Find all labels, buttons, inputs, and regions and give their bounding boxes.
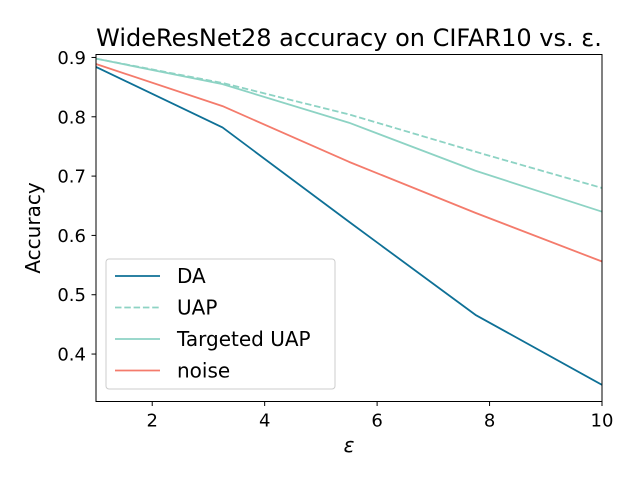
x-tick-label: 6 <box>371 411 382 432</box>
x-tick-label: 4 <box>259 411 270 432</box>
y-tick-label: 0.4 <box>57 345 86 366</box>
series-line-targeted-uap <box>95 57 603 213</box>
y-tick-label: 0.7 <box>57 167 86 188</box>
x-tick-label: 8 <box>484 411 495 432</box>
legend-label-targeted-uap: Targeted UAP <box>176 327 311 351</box>
series-line-noise <box>95 63 603 263</box>
x-axis-label: ε <box>344 433 355 457</box>
y-tick-label: 0.8 <box>57 107 86 128</box>
chart-title: WideResNet28 accuracy on CIFAR10 vs. ε. <box>96 24 602 52</box>
plot-area-frame <box>95 54 603 402</box>
plot-series-group <box>95 57 603 386</box>
legend: DA UAP Targeted UAP noise <box>105 258 336 390</box>
series-line-da <box>95 66 603 386</box>
legend-entries: DA UAP Targeted UAP noise <box>115 264 311 383</box>
legend-label-uap: UAP <box>177 296 217 320</box>
y-tick-label: 0.5 <box>57 285 86 306</box>
x-tick-label: 2 <box>146 411 157 432</box>
y-axis-ticks: 0.4 0.5 0.6 0.7 0.8 0.9 <box>57 48 96 366</box>
legend-label-noise: noise <box>177 359 230 383</box>
y-tick-label: 0.6 <box>57 226 86 247</box>
y-axis-label: Accuracy <box>21 182 45 273</box>
y-tick-label: 0.9 <box>57 48 86 69</box>
x-tick-label: 10 <box>591 411 614 432</box>
x-axis-ticks: 2 4 6 8 10 <box>146 401 614 432</box>
legend-label-da: DA <box>177 264 206 288</box>
legend-frame <box>105 258 336 390</box>
